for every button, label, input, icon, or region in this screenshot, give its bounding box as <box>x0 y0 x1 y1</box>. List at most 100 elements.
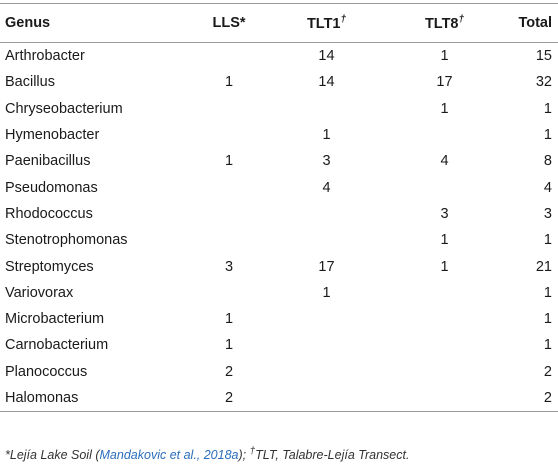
cell-lls <box>195 122 263 148</box>
table-row: Planococcus 2 2 <box>0 359 558 385</box>
header-lls: LLS* <box>195 3 263 43</box>
cell-genus: Paenibacillus <box>5 153 91 170</box>
cell-total: 32 <box>535 74 552 91</box>
cell-lls: 2 <box>195 384 263 413</box>
table-row: Carnobacterium 1 1 <box>0 332 558 358</box>
footnote-dagger: † <box>249 446 256 457</box>
cell-genus: Carnobacterium <box>5 337 109 354</box>
cell-genus: Rhodococcus <box>5 205 93 222</box>
cell-genus: Pseudomonas <box>5 179 98 196</box>
cell-lls: 1 <box>224 337 234 354</box>
cell-total: 2 <box>499 384 558 413</box>
header-tlt1-label: TLT1 <box>306 15 341 32</box>
cell-tlt8 <box>390 384 499 413</box>
cell-tlt8: 3 <box>440 205 449 222</box>
cell-total: 2 <box>543 363 552 380</box>
cell-tlt1 <box>263 96 390 122</box>
cell-tlt1 <box>263 201 390 227</box>
cell-lls: 1 <box>224 311 234 328</box>
cell-tlt8 <box>390 306 499 332</box>
cell-tlt8: 1 <box>440 100 449 117</box>
cell-tlt1 <box>263 359 390 385</box>
cell-genus: Arthrobacter <box>5 48 85 65</box>
citation-link[interactable]: Mandakovic et al., 2018a <box>99 448 239 463</box>
cell-tlt1: 3 <box>322 153 331 170</box>
cell-tlt8: 1 <box>440 48 449 65</box>
header-row: Genus LLS* TLT1† TLT8† Total <box>0 3 558 43</box>
table-row: Arthrobacter 14 1 15 <box>0 43 558 70</box>
header-tlt1: TLT1† <box>263 3 390 43</box>
table-row: Rhodococcus 3 3 <box>0 201 558 227</box>
cell-genus: Microbacterium <box>5 311 105 328</box>
cell-total: 3 <box>543 205 552 222</box>
table-row: Hymenobacter 1 1 <box>0 122 558 148</box>
header-total-label: Total <box>518 15 552 31</box>
cell-lls: 1 <box>224 74 234 91</box>
cell-tlt8: 17 <box>436 74 453 91</box>
table-row: Streptomyces 3 17 1 21 <box>0 253 558 279</box>
table-footnote: *Lejía Lake Soil (Mandakovic et al., 201… <box>5 446 409 462</box>
cell-tlt8 <box>390 332 499 358</box>
cell-total: 21 <box>535 258 552 275</box>
table-row: Chryseobacterium 1 1 <box>0 96 558 122</box>
header-lls-label: LLS* <box>212 15 246 31</box>
table-row: Bacillus 1 14 17 32 <box>0 69 558 95</box>
header-tlt1-dagger: † <box>340 14 347 26</box>
cell-tlt8: 4 <box>440 153 449 170</box>
cell-tlt1 <box>263 306 390 332</box>
cell-genus: Stenotrophomonas <box>5 232 128 249</box>
cell-lls: 2 <box>224 363 234 380</box>
cell-lls <box>195 280 263 306</box>
cell-lls: 1 <box>224 153 234 170</box>
header-tlt8-dagger: † <box>458 14 465 26</box>
cell-total: 1 <box>543 232 552 249</box>
cell-lls <box>195 201 263 227</box>
cell-tlt8 <box>390 174 499 200</box>
header-total: Total <box>499 3 558 43</box>
header-tlt8: TLT8† <box>390 3 499 43</box>
footnote-text: *Lejía Lake Soil ( <box>5 448 100 463</box>
cell-genus: Variovorax <box>5 284 74 301</box>
table-body: Arthrobacter 14 1 15 Bacillus 1 14 17 32 Chryse… <box>0 43 558 413</box>
cell-tlt1: 1 <box>322 284 331 301</box>
cell-genus: Hymenobacter <box>5 127 100 144</box>
cell-tlt8 <box>390 359 499 385</box>
genus-table: Genus LLS* TLT1† TLT8† Total Arthrobacte… <box>0 3 558 413</box>
footnote-text: ); <box>238 448 250 463</box>
cell-genus: Planococcus <box>5 363 88 380</box>
cell-tlt1: 14 <box>318 48 335 65</box>
table-row: Paenibacillus 1 3 4 8 <box>0 148 558 174</box>
header-tlt8-label: TLT8 <box>424 15 459 32</box>
cell-lls <box>195 227 263 253</box>
cell-lls: 3 <box>224 258 234 275</box>
cell-total: 1 <box>543 337 552 354</box>
cell-genus: Streptomyces <box>5 258 94 275</box>
cell-tlt1 <box>263 332 390 358</box>
cell-genus: Halomonas <box>0 384 195 413</box>
cell-tlt8: 1 <box>440 258 449 275</box>
cell-tlt1 <box>263 227 390 253</box>
cell-total: 1 <box>543 127 552 144</box>
cell-total: 1 <box>543 284 552 301</box>
cell-total: 1 <box>543 311 552 328</box>
cell-genus: Chryseobacterium <box>5 100 123 117</box>
table-row: Variovorax 1 1 <box>0 280 558 306</box>
table-row: Pseudomonas 4 4 <box>0 174 558 200</box>
table-row: Microbacterium 1 1 <box>0 306 558 332</box>
cell-tlt8 <box>390 280 499 306</box>
cell-tlt8: 1 <box>440 232 449 249</box>
cell-total: 4 <box>543 179 552 196</box>
cell-total: 1 <box>543 100 552 117</box>
cell-tlt1: 17 <box>318 258 335 275</box>
cell-lls <box>195 43 263 70</box>
cell-total: 15 <box>535 48 552 65</box>
table-row: Halomonas 2 2 <box>0 384 558 413</box>
cell-lls <box>195 174 263 200</box>
header-genus-label: Genus <box>5 15 51 31</box>
cell-tlt1: 1 <box>322 127 331 144</box>
footnote-text: TLT, Talabre-Lejía Transect. <box>255 448 410 463</box>
cell-tlt1: 4 <box>322 179 331 196</box>
cell-tlt1 <box>263 384 390 413</box>
cell-genus: Bacillus <box>5 74 55 91</box>
